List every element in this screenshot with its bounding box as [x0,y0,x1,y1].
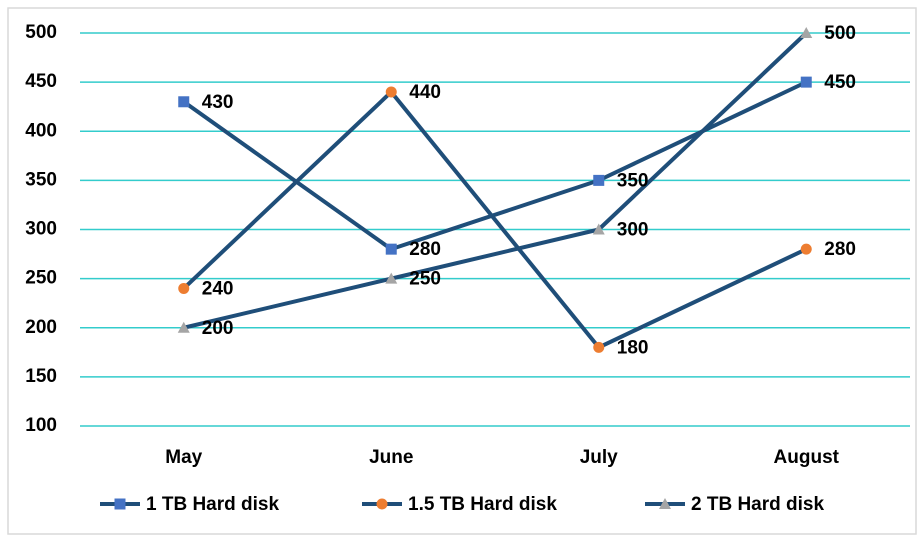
data-label: 350 [617,170,649,191]
x-tick-label: August [774,447,840,468]
y-tick-label: 450 [25,71,57,92]
legend-label: 1 TB Hard disk [146,494,279,515]
marker [800,27,813,38]
legend-label: 1.5 TB Hard disk [408,494,557,515]
data-label: 280 [409,239,441,260]
y-tick-label: 400 [25,120,57,141]
data-label: 500 [824,23,856,44]
data-label: 300 [617,220,649,241]
data-label: 280 [824,239,856,260]
x-tick-label: July [580,447,618,468]
data-label: 430 [202,92,234,113]
marker [385,272,398,284]
marker [593,341,605,353]
marker [385,243,397,255]
marker [800,243,812,255]
data-label: 200 [202,318,234,339]
marker [593,174,605,186]
y-tick-label: 100 [25,415,57,436]
x-tick-label: June [369,447,413,468]
y-tick-label: 200 [25,317,57,338]
data-label: 180 [617,337,649,358]
marker [592,223,605,235]
marker [177,321,190,333]
marker [385,86,397,98]
data-label: 240 [202,278,234,299]
data-label: 440 [409,82,441,103]
legend-label: 2 TB Hard disk [691,494,824,515]
legend-marker [659,498,671,509]
y-tick-label: 350 [25,169,57,190]
y-tick-label: 150 [25,366,57,387]
marker [178,96,190,108]
y-tick-label: 300 [25,219,57,240]
marker [178,282,190,294]
data-label: 250 [409,269,441,290]
marker [800,76,812,88]
y-tick-label: 500 [25,22,57,43]
series-line [182,89,808,350]
data-label: 450 [824,72,856,93]
series-line [183,31,808,330]
y-tick-label: 250 [25,268,57,289]
x-tick-label: May [165,447,202,468]
legend-marker [114,498,126,510]
legend-marker [376,498,388,510]
